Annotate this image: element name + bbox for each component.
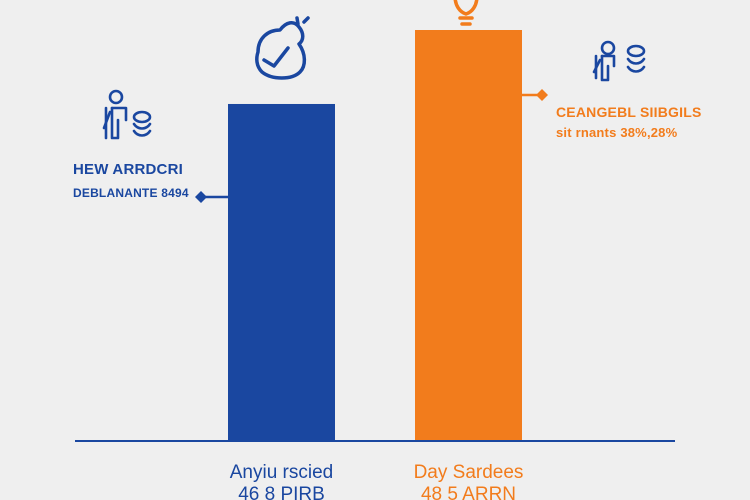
right-callout-title: CEANGEBL SIIBGILS	[556, 104, 702, 120]
category-label-2: Day Sardees	[414, 462, 524, 483]
person-coins-icon	[592, 40, 646, 82]
category-label-1: Anyiu rscied	[230, 462, 334, 483]
bars-layer	[228, 30, 522, 441]
bar-1	[228, 103, 335, 441]
person-coins-icon	[102, 89, 152, 140]
left-callout-subtitle: DEBLANANTE 8494	[73, 186, 189, 200]
left-leader-diamond	[195, 191, 207, 203]
category-value-label-1: 46 8 PIRB	[238, 484, 325, 500]
lightbulb-icon	[453, 0, 479, 26]
category-value-label-2: 48 5 ARRN	[421, 484, 516, 500]
right-leader-diamond	[536, 89, 548, 101]
left-callout-title: HEW ARRDCRI	[73, 161, 183, 178]
bar-2	[415, 30, 522, 441]
piggy-bank-icon	[255, 16, 310, 80]
right-callout-subtitle: sit rnants 38%,28%	[556, 125, 678, 140]
